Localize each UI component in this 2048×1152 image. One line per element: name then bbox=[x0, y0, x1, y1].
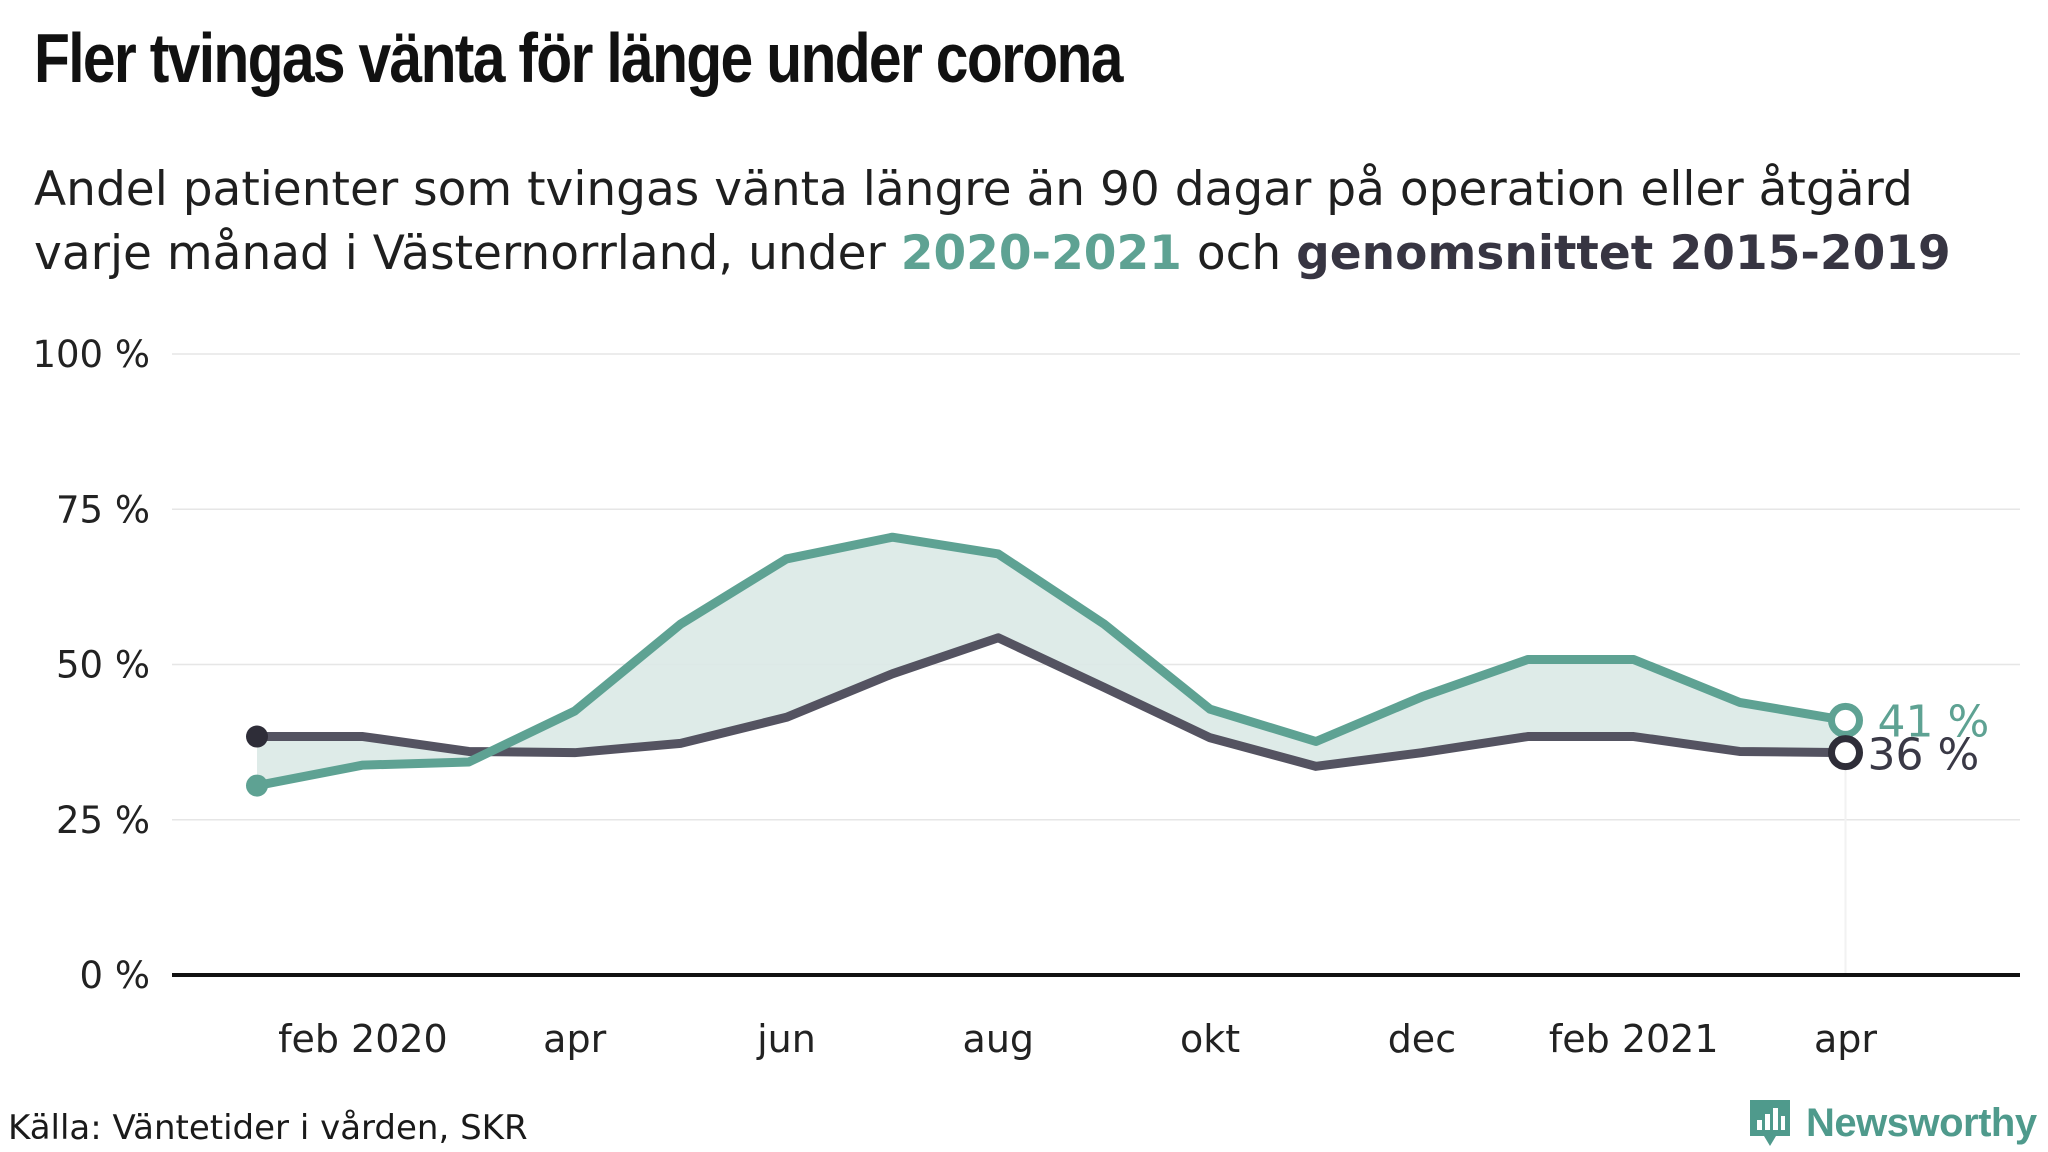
subtitle-middle: och bbox=[1181, 226, 1297, 281]
chart-subtitle: Andel patienter som tvingas vänta längre… bbox=[34, 158, 2034, 286]
chart-title: Fler tvingas vänta för länge under coron… bbox=[34, 19, 1123, 97]
y-tick-label: 25 % bbox=[56, 799, 150, 842]
brand-logo: Newsworthy bbox=[1746, 1096, 2037, 1150]
x-tick-label: apr bbox=[543, 1017, 606, 1061]
x-tick-label: jun bbox=[756, 1017, 816, 1061]
x-tick-label: dec bbox=[1388, 1017, 1456, 1061]
brand-name: Newsworthy bbox=[1806, 1100, 2037, 1145]
y-tick-label: 50 % bbox=[56, 644, 150, 687]
series-lines bbox=[252, 532, 1850, 791]
end-label-current: 41 % bbox=[1878, 696, 1990, 747]
series-line-average bbox=[252, 633, 1850, 771]
x-tick-label: feb 2020 bbox=[278, 1017, 448, 1061]
start-marker-average bbox=[246, 725, 268, 748]
subtitle-highlight-current: 2020-2021 bbox=[900, 226, 1182, 281]
series-line-current bbox=[252, 532, 1850, 791]
source-note: Källa: Väntetider i vården, SKR bbox=[8, 1108, 528, 1148]
x-tick-label: okt bbox=[1180, 1017, 1240, 1061]
end-marker-current bbox=[1828, 702, 1863, 738]
newsworthy-logo-icon bbox=[1750, 1100, 1790, 1146]
start-marker-current bbox=[246, 774, 268, 797]
series-markers: 41 %36 % bbox=[246, 696, 1990, 797]
y-tick-label: 75 % bbox=[56, 488, 150, 531]
y-tick-label: 0 % bbox=[80, 954, 150, 997]
subtitle-line2-prefix: varje månad i Västernorrland, under bbox=[34, 226, 901, 281]
subtitle-highlight-average: genomsnittet 2015-2019 bbox=[1296, 226, 1951, 281]
x-tick-label: apr bbox=[1814, 1017, 1877, 1061]
x-tick-label: aug bbox=[963, 1017, 1035, 1061]
y-tick-label: 100 % bbox=[32, 333, 150, 376]
y-axis-labels: 0 % 25 % 50 % 75 % 100 % bbox=[32, 333, 150, 997]
x-axis-labels: feb 2020 apr jun aug okt dec feb 2021 apr bbox=[278, 1017, 1877, 1061]
x-tick-label: feb 2021 bbox=[1549, 1017, 1719, 1061]
end-marker-average bbox=[1828, 735, 1863, 771]
subtitle-line1: Andel patienter som tvingas vänta längre… bbox=[34, 162, 1913, 217]
end-label-average: 36 % bbox=[1868, 730, 1980, 781]
